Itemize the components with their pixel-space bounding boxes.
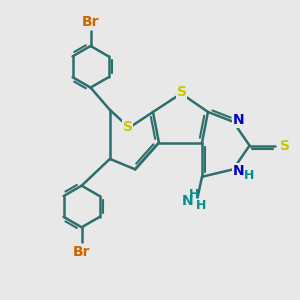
- Text: N: N: [181, 194, 193, 208]
- Text: Br: Br: [82, 15, 99, 28]
- Text: H: H: [244, 169, 254, 182]
- Text: S: S: [177, 85, 187, 99]
- Text: N: N: [233, 113, 244, 127]
- Text: S: S: [280, 139, 290, 152]
- Text: Br: Br: [73, 244, 90, 259]
- Text: H: H: [189, 188, 199, 201]
- Text: S: S: [123, 120, 133, 134]
- Text: N: N: [233, 164, 244, 178]
- Text: H: H: [196, 200, 206, 212]
